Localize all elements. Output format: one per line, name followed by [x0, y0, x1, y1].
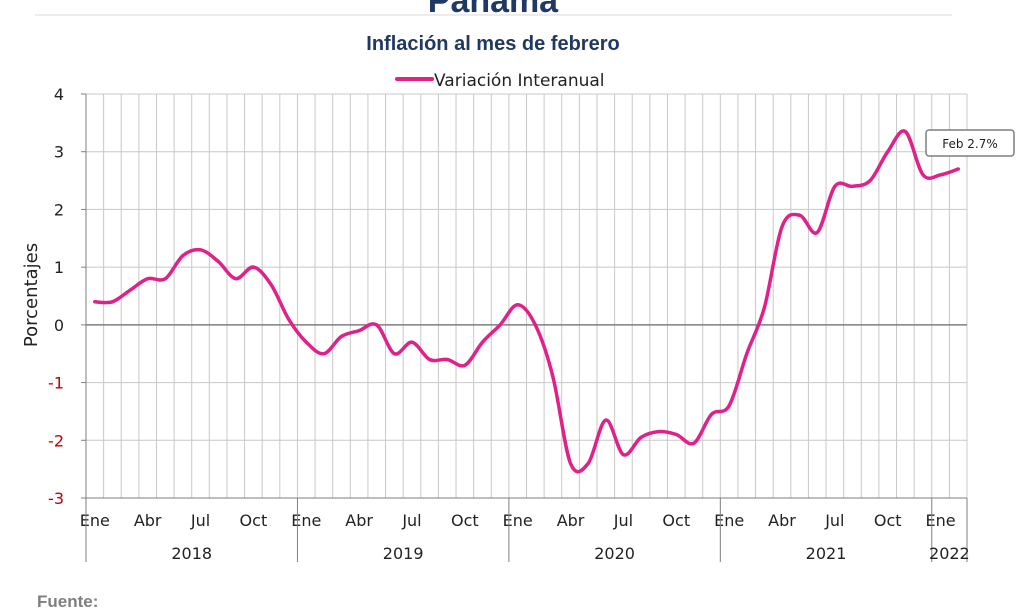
data-point	[463, 363, 467, 367]
data-point	[692, 441, 696, 445]
data-point	[234, 277, 238, 281]
data-point	[833, 184, 837, 188]
data-point	[198, 248, 203, 252]
x-tick-label: Ene	[80, 511, 110, 530]
data-point	[392, 352, 396, 356]
x-tick-label: Ene	[714, 511, 744, 530]
data-point	[498, 323, 502, 327]
x-tick-label: Ene	[291, 511, 321, 530]
x-tick-label: Jul	[401, 511, 421, 530]
x-tick-label: Jul	[190, 511, 210, 530]
year-label: 2020	[594, 544, 635, 563]
data-point	[480, 340, 485, 344]
data-point	[216, 259, 220, 263]
callout-text: Feb 2.7%	[942, 137, 998, 151]
data-point	[410, 340, 414, 344]
data-point	[339, 334, 344, 338]
data-point	[163, 277, 167, 281]
legend: Variación Interanual	[395, 71, 605, 91]
x-tick-label: Abr	[768, 511, 796, 530]
data-point	[745, 352, 749, 356]
year-label: 2022	[929, 544, 970, 563]
data-point	[850, 184, 855, 188]
y-tick-label: 3	[54, 143, 64, 162]
data-point	[903, 129, 907, 134]
data-point	[586, 461, 590, 465]
data-point	[639, 435, 643, 439]
data-point	[445, 357, 449, 362]
data-point	[621, 453, 626, 457]
data-point	[727, 404, 731, 408]
data-point	[762, 305, 767, 310]
data-point	[780, 225, 784, 229]
y-tick-label: 2	[54, 200, 64, 219]
data-point	[533, 323, 537, 327]
data-point	[674, 432, 678, 437]
data-point	[287, 317, 291, 321]
y-tick-label: 0	[54, 316, 64, 335]
y-tick-label: -2	[48, 431, 64, 450]
callout-box	[925, 129, 1015, 157]
chart-subtitle: Inflación al mes de febrero	[366, 33, 619, 55]
data-point	[939, 173, 943, 177]
source-label: Fuente:	[37, 592, 98, 611]
data-point	[956, 167, 960, 171]
x-tick-label: Abr	[345, 511, 373, 530]
data-point	[110, 300, 114, 304]
data-point	[269, 282, 273, 287]
data-point	[181, 254, 185, 258]
legend-label: Variación Interanual	[434, 71, 605, 91]
data-point	[868, 179, 872, 183]
y-tick-label: -1	[48, 374, 64, 393]
page-title: Panamá	[428, 0, 558, 20]
data-point	[251, 265, 255, 269]
x-tick-label: Oct	[662, 511, 690, 530]
data-point	[657, 430, 661, 434]
value-callout: Feb 2.7%	[925, 129, 1015, 157]
x-tick-label: Oct	[451, 511, 479, 530]
y-tick-label: 4	[54, 85, 64, 104]
x-tick-label: Ene	[503, 511, 533, 530]
x-tick-label: Jul	[613, 511, 633, 530]
data-point	[551, 375, 555, 379]
y-axis-label: Porcentajes	[21, 243, 42, 347]
x-tick-label: Abr	[134, 511, 162, 530]
data-point	[375, 323, 379, 327]
year-label: 2018	[171, 544, 212, 563]
data-point	[886, 150, 890, 154]
x-tick-label: Ene	[926, 511, 956, 530]
data-point	[428, 357, 432, 362]
y-ticks: 4 3 2 1 0 -1 -2 -3	[48, 85, 86, 508]
data-point	[709, 412, 714, 416]
x-tick-label: Oct	[874, 511, 902, 530]
data-point	[93, 300, 97, 304]
data-point	[322, 352, 326, 356]
series-layer	[93, 129, 960, 474]
x-tick-label: Jul	[824, 511, 844, 530]
series-line	[93, 129, 960, 474]
data-point	[921, 173, 925, 177]
data-point	[128, 288, 132, 292]
y-tick-label: -3	[48, 489, 64, 508]
data-point	[304, 340, 308, 344]
grid	[85, 93, 968, 499]
data-point	[146, 277, 150, 281]
year-label: 2019	[383, 544, 424, 563]
year-label: 2021	[806, 544, 847, 563]
data-point	[568, 461, 573, 465]
data-point	[516, 303, 520, 307]
data-point	[798, 213, 802, 217]
data-point	[604, 418, 608, 422]
data-point	[815, 230, 819, 235]
x-tick-label: Abr	[557, 511, 585, 530]
x-tick-label: Oct	[240, 511, 268, 530]
x-axis: Ene Abr Jul Oct Ene Abr Jul Oct Ene Abr Jul Oct Ene A…	[80, 498, 970, 563]
data-point	[357, 329, 361, 333]
y-tick-label: 1	[54, 258, 64, 277]
